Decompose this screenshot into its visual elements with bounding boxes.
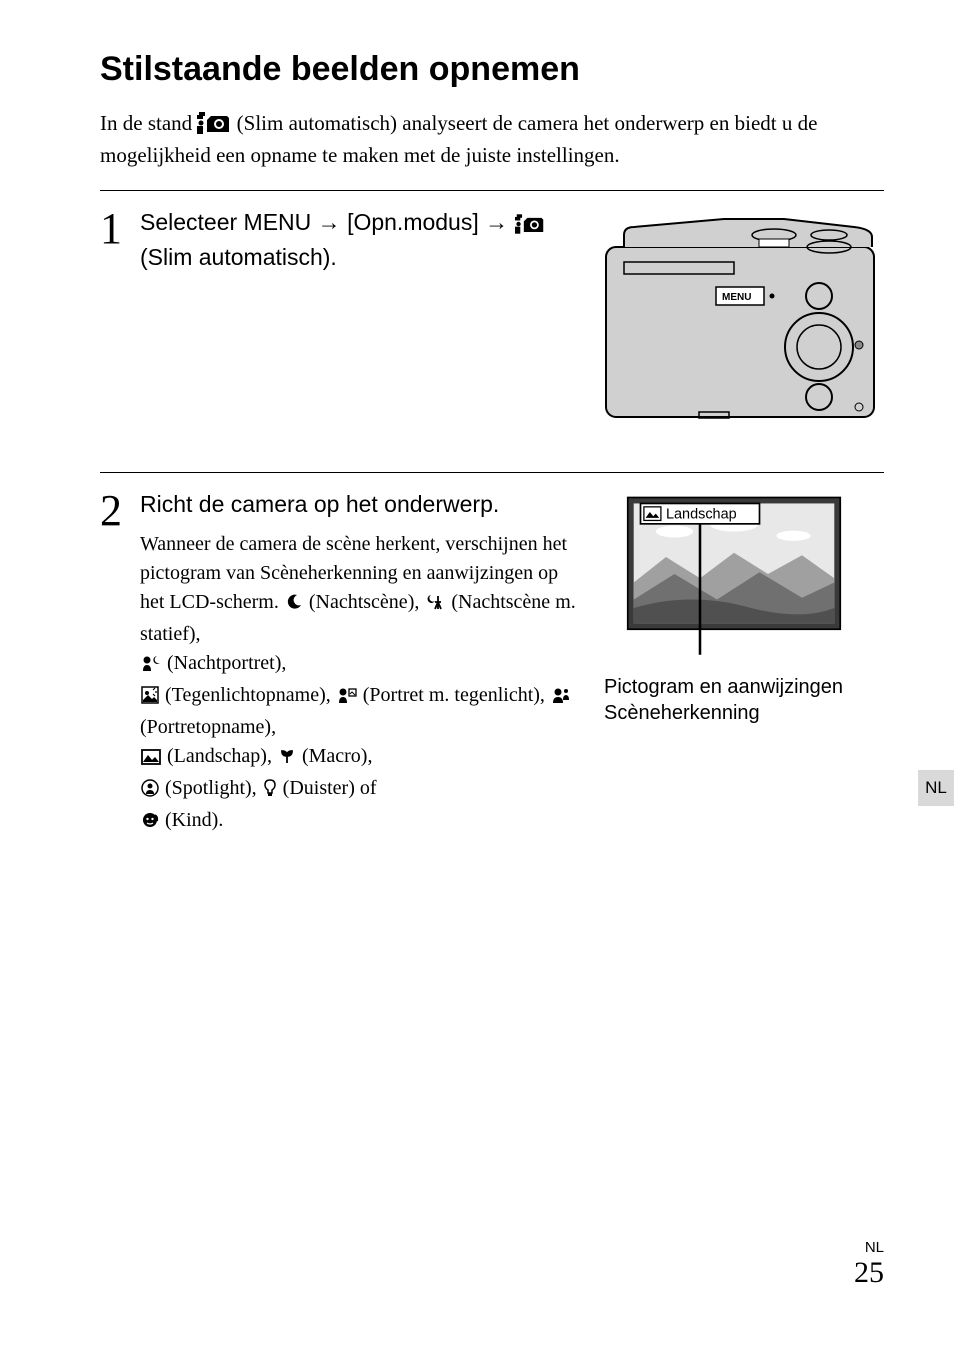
s-portrait: (Portretopname),: [140, 716, 276, 738]
step-2-body: Richt de camera op het onderwerp. Wannee…: [140, 489, 604, 838]
child-icon: [141, 809, 159, 838]
camera-menu-label: MENU: [722, 292, 751, 303]
night-portrait-icon: [141, 652, 161, 681]
step-2: 2 Richt de camera op het onderwerp. Wann…: [100, 473, 884, 868]
portrait-icon: [551, 684, 571, 713]
s-child: (Kind).: [160, 809, 223, 831]
scene-badge-label: Landschap: [666, 506, 737, 522]
footer-page-number: 25: [854, 1256, 884, 1290]
night-scene-icon: [285, 591, 303, 620]
backlight-portrait-icon: [337, 684, 357, 713]
language-tab-label: NL: [925, 778, 947, 798]
page-footer: NL 25: [854, 1239, 884, 1290]
s-dark: (Duister) of: [278, 777, 377, 799]
s-backlight: (Tegenlichtopname),: [160, 684, 336, 706]
page-title: Stilstaande beelden opnemen: [100, 50, 884, 89]
intro-part1: In de stand: [100, 111, 197, 135]
intelligent-auto-icon: [197, 112, 231, 141]
camera-illustration: MENU: [604, 207, 884, 437]
intro-text: In de stand (Slim automatisch) analyseer…: [100, 109, 884, 170]
landscape-icon: [141, 745, 161, 774]
step1-text-a: Selecteer MENU: [140, 209, 318, 235]
step1-text-b: [Opn.modus]: [347, 209, 485, 235]
macro-icon: [278, 745, 296, 774]
low-light-icon: [263, 777, 277, 806]
scene-caption: Pictogram en aanwijzingen Scèneherkennin…: [604, 674, 884, 726]
arrow-icon: →: [485, 209, 508, 235]
step-1-body: Selecteer MENU → [Opn.modus] → (Slim aut…: [140, 207, 604, 442]
page: Stilstaande beelden opnemen In de stand …: [0, 0, 954, 1345]
step-2-instruction: Richt de camera op het onderwerp.: [140, 489, 584, 520]
s-backport: (Portret m. tegenlicht),: [358, 684, 550, 706]
step-1-instruction: Selecteer MENU → [Opn.modus] → (Slim aut…: [140, 207, 584, 273]
s-night: (Nachtscène),: [304, 591, 425, 613]
s-nightport: (Nachtportret),: [162, 652, 286, 674]
step-1: 1 Selecteer MENU → [Opn.modus] →: [100, 191, 884, 472]
step-2-number: 2: [100, 489, 140, 838]
step-2-figure: Landschap Pictogram en aanwijzingen Scèn…: [604, 489, 884, 838]
backlight-icon: [141, 684, 159, 713]
s-spotlight: (Spotlight),: [160, 777, 262, 799]
step-2-detail: Wanneer de camera de scène herkent, vers…: [140, 530, 584, 838]
scene-recognition-illustration: Landschap: [604, 489, 864, 659]
language-tab: NL: [918, 770, 954, 806]
step-1-number: 1: [100, 207, 140, 442]
intelligent-auto-icon: [515, 211, 545, 242]
s-macro: (Macro),: [297, 745, 373, 767]
arrow-icon: →: [318, 209, 341, 235]
night-tripod-icon: [425, 591, 445, 620]
footer-language: NL: [854, 1239, 884, 1256]
step1-text-c: (Slim automatisch).: [140, 244, 337, 270]
spotlight-icon: [141, 777, 159, 806]
s-landscape: (Landschap),: [162, 745, 277, 767]
step-1-figure: MENU: [604, 207, 884, 442]
